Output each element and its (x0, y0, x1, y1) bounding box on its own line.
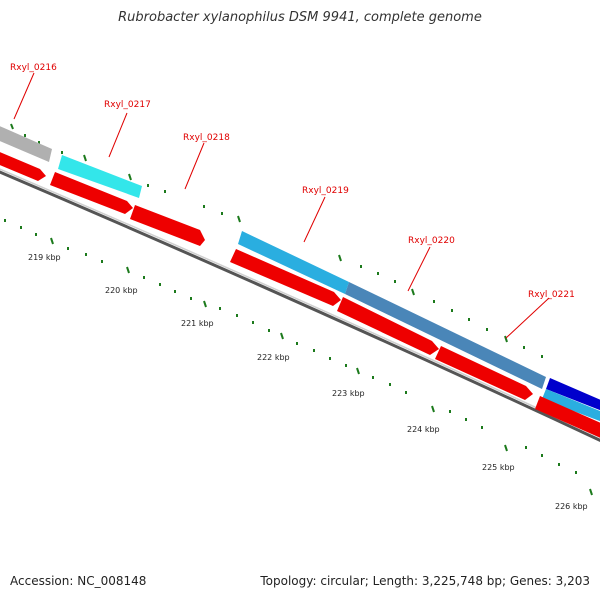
accession-text: Accession: NC_008148 (10, 574, 147, 588)
tick-label-223: 223 kbp (332, 389, 365, 398)
cds-arrow-2 (50, 172, 133, 214)
tick-label-221: 221 kbp (181, 319, 214, 328)
cds-arrow-5 (337, 297, 439, 355)
outer-dot-track (24, 134, 543, 358)
tick-label-219: 219 kbp (28, 253, 61, 262)
map-title: Rubrobacter xylanophilus DSM 9941, compl… (118, 10, 482, 25)
gene-block-rxyl-0219[interactable] (238, 231, 349, 294)
cds-arrow-6 (435, 346, 533, 400)
tick-label-224: 224 kbp (407, 425, 440, 434)
backbone-highlight (0, 168, 600, 439)
gene-label-rxyl-0219[interactable]: Rxyl_0219 (302, 186, 349, 196)
gene-label-rxyl-0221[interactable]: Rxyl_0221 (528, 290, 575, 300)
topology-text: Topology: circular; Length: 3,225,748 bp… (260, 574, 590, 588)
tick-label-225: 225 kbp (482, 463, 515, 472)
cds-arrow-4 (230, 249, 341, 306)
gene-block-rxyl-0220[interactable] (345, 282, 546, 389)
backbone-line (0, 170, 600, 442)
tick-label-220: 220 kbp (105, 286, 138, 295)
tick-label-226: 226 kbp (555, 502, 588, 511)
gene-label-rxyl-0218[interactable]: Rxyl_0218 (183, 133, 230, 143)
label-leaders (13, 72, 550, 339)
inner-tick-track (50, 237, 593, 496)
inner-dot-track (4, 219, 577, 474)
gene-block-rxyl-0216[interactable] (0, 124, 52, 162)
cds-arrow-track (0, 152, 600, 438)
gene-block-rxyl-0217[interactable] (58, 155, 142, 198)
outer-tick-track (10, 123, 508, 343)
cds-arrow-3 (130, 205, 205, 246)
gene-block-rxyl-0221-navy[interactable] (546, 378, 600, 414)
gene-block-rxyl-0221-cyan[interactable] (542, 389, 600, 425)
cds-arrow-1 (0, 152, 46, 181)
gene-label-rxyl-0217[interactable]: Rxyl_0217 (104, 100, 151, 110)
tick-label-222: 222 kbp (257, 353, 290, 362)
cds-arrow-7 (535, 396, 600, 438)
gene-label-rxyl-0220[interactable]: Rxyl_0220 (408, 236, 455, 246)
gene-label-rxyl-0216[interactable]: Rxyl_0216 (10, 63, 57, 73)
